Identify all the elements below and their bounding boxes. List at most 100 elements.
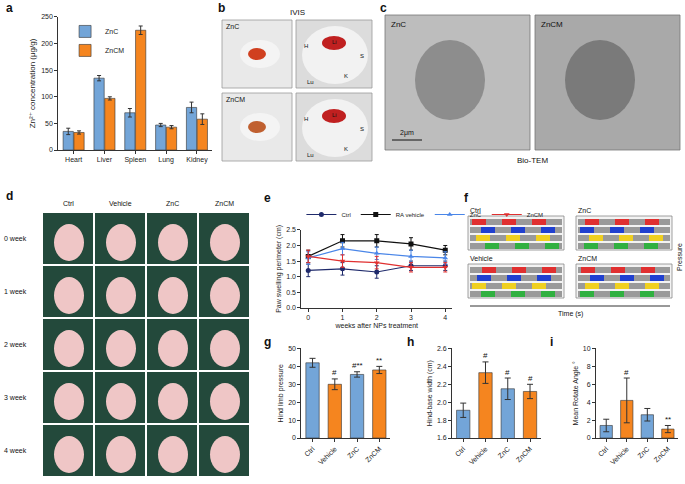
svg-text:3: 3 <box>409 314 413 321</box>
svg-text:Ctrl: Ctrl <box>470 207 481 214</box>
svg-text:150: 150 <box>41 67 53 74</box>
svg-text:Ctrl: Ctrl <box>303 445 316 458</box>
svg-text:ZnCM: ZnCM <box>515 445 534 464</box>
svg-text:ZnC: ZnC <box>578 207 591 214</box>
svg-text:Ctrl: Ctrl <box>341 212 350 218</box>
svg-text:IVIS: IVIS <box>290 8 305 17</box>
svg-text:#**: #** <box>352 361 363 370</box>
svg-text:2.2: 2.2 <box>437 381 447 388</box>
svg-text:ZnC: ZnC <box>226 23 239 30</box>
svg-text:ZnCM: ZnCM <box>226 96 245 103</box>
svg-text:ZnC: ZnC <box>346 445 360 459</box>
svg-text:250: 250 <box>41 13 53 20</box>
svg-text:ZnC: ZnC <box>497 445 511 459</box>
svg-text:g: g <box>264 335 271 349</box>
svg-text:2μm: 2μm <box>400 129 414 137</box>
svg-text:Heart: Heart <box>65 156 82 163</box>
svg-text:1.8: 1.8 <box>437 417 447 424</box>
svg-text:1: 1 <box>341 314 345 321</box>
svg-text:Vehicle: Vehicle <box>609 445 630 466</box>
svg-text:30: 30 <box>288 381 296 388</box>
svg-text:f: f <box>464 191 469 205</box>
svg-text:Spleen: Spleen <box>124 156 146 164</box>
svg-text:2.5: 2.5 <box>286 226 296 233</box>
svg-text:ZnCM: ZnCM <box>541 20 563 29</box>
svg-text:2.0: 2.0 <box>437 399 447 406</box>
svg-text:20: 20 <box>288 399 296 406</box>
svg-text:ZnCM: ZnCM <box>105 47 124 54</box>
svg-text:6: 6 <box>587 381 591 388</box>
svg-text:10: 10 <box>583 345 591 352</box>
svg-text:S: S <box>360 126 364 132</box>
svg-text:0.0: 0.0 <box>286 304 296 311</box>
svg-text:Time (s): Time (s) <box>558 310 583 318</box>
svg-text:1.5: 1.5 <box>286 258 296 265</box>
svg-text:4: 4 <box>443 314 447 321</box>
svg-text:Hind limb pressure: Hind limb pressure <box>277 364 285 422</box>
svg-text:ZnC: ZnC <box>636 445 650 459</box>
svg-text:0: 0 <box>49 146 53 153</box>
svg-text:0: 0 <box>587 434 591 441</box>
svg-text:Ctrl: Ctrl <box>597 445 610 458</box>
svg-text:e: e <box>264 191 271 205</box>
svg-text:3 week: 3 week <box>4 394 27 401</box>
svg-text:Zn²⁺ concentration (μg/g): Zn²⁺ concentration (μg/g) <box>28 38 37 128</box>
svg-text:h: h <box>407 335 414 349</box>
svg-text:Ctrl: Ctrl <box>454 445 467 458</box>
svg-text:#: # <box>505 368 510 377</box>
svg-text:ZnCM: ZnCM <box>653 445 672 464</box>
svg-text:weeks after NPs treatment: weeks after NPs treatment <box>335 322 419 329</box>
svg-text:Ctrl: Ctrl <box>63 200 74 207</box>
svg-text:Vehicle: Vehicle <box>317 445 338 466</box>
svg-text:50: 50 <box>288 345 296 352</box>
svg-text:2 week: 2 week <box>4 341 27 348</box>
svg-text:Lu: Lu <box>307 152 314 158</box>
svg-text:2.4: 2.4 <box>437 363 447 370</box>
svg-text:Hind-base width (cm): Hind-base width (cm) <box>426 360 434 426</box>
svg-text:Li: Li <box>332 39 337 45</box>
svg-text:Vehicle: Vehicle <box>470 255 493 262</box>
svg-text:0.5: 0.5 <box>286 289 296 296</box>
svg-text:Lung: Lung <box>158 156 174 164</box>
svg-text:1 week: 1 week <box>4 288 27 295</box>
svg-text:ZnC: ZnC <box>391 20 406 29</box>
svg-text:Paw swelling perimeter (cm): Paw swelling perimeter (cm) <box>275 225 283 313</box>
svg-text:2.6: 2.6 <box>437 345 447 352</box>
svg-text:200: 200 <box>41 40 53 47</box>
svg-text:a: a <box>6 1 13 15</box>
svg-text:2.0: 2.0 <box>286 242 296 249</box>
svg-text:1.0: 1.0 <box>286 273 296 280</box>
svg-text:Vehicle: Vehicle <box>468 445 489 466</box>
svg-text:**: ** <box>665 415 671 424</box>
svg-text:i: i <box>550 335 553 349</box>
svg-text:RA vehicle: RA vehicle <box>396 212 425 218</box>
svg-text:10: 10 <box>288 417 296 424</box>
svg-text:Bio-TEM: Bio-TEM <box>517 156 548 165</box>
svg-text:d: d <box>6 189 13 203</box>
svg-text:b: b <box>218 1 225 15</box>
svg-text:Mean Rotate Angle °: Mean Rotate Angle ° <box>572 361 580 425</box>
svg-text:2: 2 <box>587 417 591 424</box>
svg-text:0: 0 <box>292 434 296 441</box>
svg-text:1.6: 1.6 <box>437 434 447 441</box>
svg-text:H: H <box>304 43 308 49</box>
svg-text:#: # <box>528 374 533 383</box>
svg-text:Vehicle: Vehicle <box>109 200 132 207</box>
svg-text:K: K <box>344 146 348 152</box>
svg-text:#: # <box>332 368 337 377</box>
svg-text:**: ** <box>376 356 382 365</box>
svg-text:Li: Li <box>332 112 337 118</box>
svg-text:ZnCM: ZnCM <box>215 200 234 207</box>
svg-text:c: c <box>380 1 387 15</box>
svg-text:ZnC: ZnC <box>166 200 179 207</box>
svg-text:0 week: 0 week <box>4 235 27 242</box>
svg-text:Liver: Liver <box>97 156 113 163</box>
svg-text:100: 100 <box>41 93 53 100</box>
svg-text:ZnCM: ZnCM <box>578 255 597 262</box>
svg-text:Pressure: Pressure <box>676 243 683 271</box>
svg-text:2: 2 <box>375 314 379 321</box>
svg-text:4 week: 4 week <box>4 447 27 454</box>
svg-text:H: H <box>304 116 308 122</box>
svg-text:ZnC: ZnC <box>470 212 482 218</box>
svg-text:Kidney: Kidney <box>186 156 208 164</box>
